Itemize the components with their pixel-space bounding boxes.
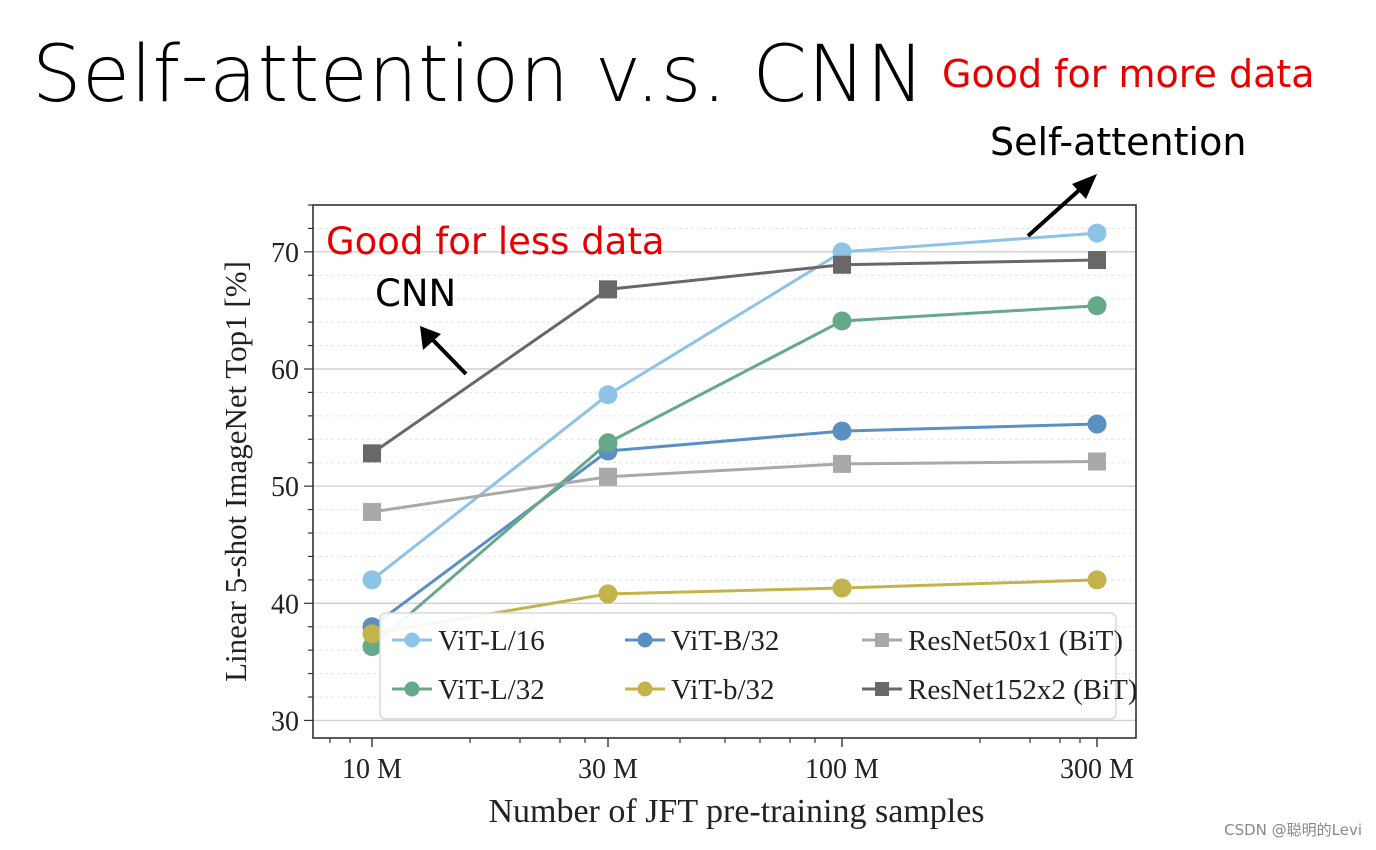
legend-label: ViT-B/32 xyxy=(671,625,779,657)
data-point xyxy=(1087,414,1107,434)
data-point xyxy=(832,421,852,441)
slide-title: Self-attention v.s. CNN xyxy=(32,30,926,120)
data-point xyxy=(1088,251,1106,270)
legend-marker xyxy=(404,681,420,697)
data-point xyxy=(598,433,618,453)
legend-marker xyxy=(637,681,653,697)
legend-label: ViT-b/32 xyxy=(671,674,775,706)
legend-marker xyxy=(404,632,420,648)
annotation-good-for-more-data: Good for more data xyxy=(942,52,1315,96)
legend-label: ViT-L/32 xyxy=(438,674,545,706)
data-point xyxy=(833,454,851,473)
series-line xyxy=(371,258,1098,455)
y-tick-label: 60 xyxy=(271,355,299,386)
arrow-cnn xyxy=(420,326,468,376)
series-line xyxy=(371,422,1098,628)
data-point xyxy=(599,467,617,486)
legend-item: ResNet152x2 (BiT) xyxy=(862,674,1138,706)
annotation-self-attention: Self-attention xyxy=(990,120,1247,164)
data-point xyxy=(362,570,382,590)
data-point xyxy=(362,624,382,644)
data-point xyxy=(1087,296,1107,316)
data-point xyxy=(832,311,852,331)
series-layer xyxy=(362,223,1107,657)
series-line xyxy=(371,460,1098,514)
series-vit-l-32 xyxy=(362,296,1107,657)
data-point xyxy=(832,578,852,598)
legend-marker xyxy=(875,633,889,647)
data-point xyxy=(833,255,851,274)
legend-layer: ViT-L/16 ViT-B/32 ResNet50x1 (BiT) ViT-L/32… xyxy=(379,612,1138,720)
legend-item: ViT-L/16 xyxy=(392,625,545,657)
series-line xyxy=(371,231,1098,582)
data-point xyxy=(363,502,381,521)
series-resnet152x2-bit- xyxy=(363,251,1106,463)
annotation-good-for-less-data: Good for less data xyxy=(326,220,665,263)
y-tick-label: 70 xyxy=(271,238,299,269)
legend-label: ViT-L/16 xyxy=(438,625,545,657)
legend-item: ViT-b/32 xyxy=(625,674,775,706)
legend-box xyxy=(379,612,1117,720)
data-point xyxy=(598,584,618,604)
legend-marker xyxy=(637,632,653,648)
y-axis-label: Linear 5-shot ImageNet Top1 [%] xyxy=(218,261,253,682)
watermark: CSDN @聪明的Levi xyxy=(1224,821,1362,839)
data-point xyxy=(1088,452,1106,471)
data-point xyxy=(598,385,618,405)
arrow-self-attention xyxy=(1026,174,1097,238)
y-tick-label: 50 xyxy=(271,472,299,503)
x-tick-label: 30 M xyxy=(578,754,638,785)
data-point xyxy=(363,444,381,463)
data-point xyxy=(1087,570,1107,590)
legend-item: ViT-B/32 xyxy=(625,625,779,657)
axes-layer: 30 40 50 60 70 10 M 30 M 100 M 300 M Number of JF… xyxy=(218,204,1137,830)
series-line xyxy=(371,304,1098,648)
annotation-cnn: CNN xyxy=(375,272,457,315)
x-tick-label: 10 M xyxy=(342,754,402,785)
legend-item: ViT-L/32 xyxy=(392,674,545,706)
legend-label: ResNet152x2 (BiT) xyxy=(908,674,1138,706)
data-point xyxy=(1087,223,1107,243)
x-axis-label: Number of JFT pre-training samples xyxy=(488,793,984,830)
legend-label: ResNet50x1 (BiT) xyxy=(908,625,1123,657)
y-tick-label: 40 xyxy=(271,589,299,620)
data-point xyxy=(599,280,617,299)
legend-marker xyxy=(875,682,889,696)
x-tick-label: 100 M xyxy=(805,754,879,785)
x-tick-label: 300 M xyxy=(1060,754,1134,785)
series-vit-l-16 xyxy=(362,223,1107,590)
legend-item: ResNet50x1 (BiT) xyxy=(862,625,1123,657)
series-resnet50x1-bit- xyxy=(363,452,1106,521)
y-tick-label: 30 xyxy=(271,706,299,737)
